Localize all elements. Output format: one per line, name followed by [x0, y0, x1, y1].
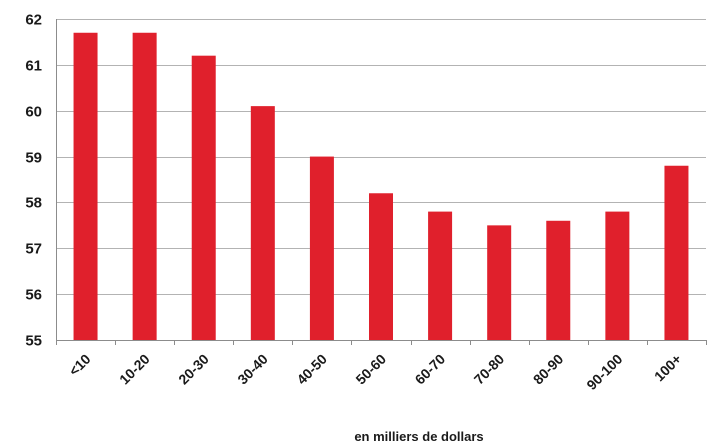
x-tick-label: 100+	[651, 351, 685, 385]
y-tick-label: 55	[25, 333, 42, 350]
x-tick-label: 10-20	[116, 351, 153, 388]
x-tick-label: 80-90	[530, 351, 567, 388]
x-axis-label: en milliers de dollars	[354, 429, 483, 444]
y-tick-label: 57	[25, 241, 42, 258]
y-tick-label: 61	[25, 58, 42, 75]
bar	[605, 212, 629, 340]
bar	[192, 56, 216, 340]
y-tick-label: 56	[25, 287, 42, 304]
bar	[133, 33, 157, 340]
bar	[74, 33, 98, 340]
bar	[428, 212, 452, 340]
x-tick-label: 40-50	[293, 351, 330, 388]
x-tick-label: 70-80	[471, 351, 508, 388]
bar	[546, 221, 570, 340]
x-tick-label: 60-70	[412, 351, 449, 388]
x-axis-ticks: <10 10-20 20-30 30-40 40-50 50-60 60-70 70-80 80…	[66, 351, 685, 393]
y-tick-label: 62	[25, 12, 42, 29]
x-tick-label: <10	[66, 351, 94, 379]
y-tick-label: 60	[25, 104, 42, 121]
y-tick-label: 59	[25, 150, 42, 167]
y-axis-ticks: 55 56 57 58 59 60 61 62	[25, 12, 42, 350]
x-tick-label: 20-30	[175, 351, 212, 388]
bar	[487, 225, 511, 340]
x-tick-label: 90-100	[583, 351, 625, 393]
bar	[369, 193, 393, 340]
y-tick-label: 58	[25, 195, 42, 212]
bar	[664, 166, 688, 340]
x-tick-label: 50-60	[352, 351, 389, 388]
x-tick-label: 30-40	[234, 351, 271, 388]
bar	[310, 157, 334, 340]
bars	[74, 33, 689, 340]
bar	[251, 106, 275, 340]
